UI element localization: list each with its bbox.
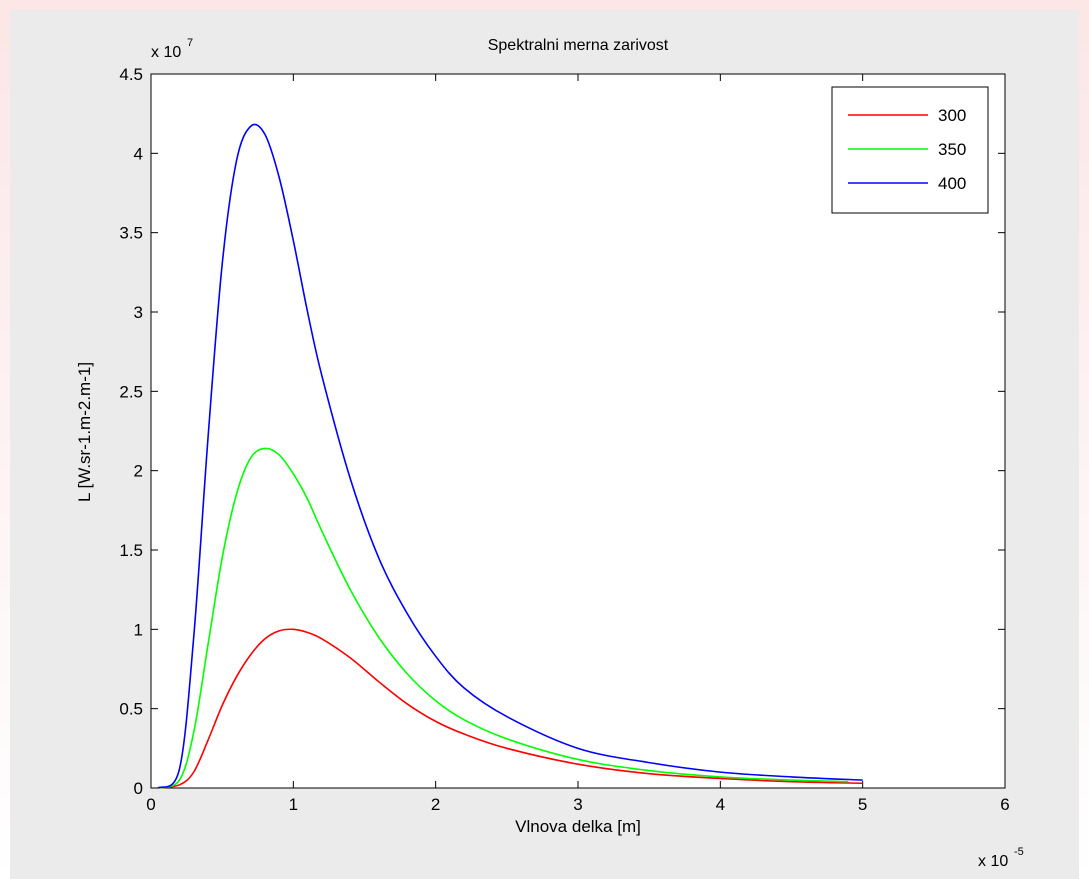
y-axis-multiplier-exponent: 7 (187, 37, 193, 49)
y-tick-label: 2.5 (119, 382, 143, 401)
y-tick-label: 0 (134, 779, 143, 798)
x-tick-label: 0 (146, 795, 155, 814)
legend-label: 350 (938, 140, 966, 159)
y-tick-label: 3.5 (119, 224, 143, 243)
y-tick-label: 4 (134, 144, 143, 163)
y-tick-label: 4.5 (119, 65, 143, 84)
x-tick-label: 1 (289, 795, 298, 814)
y-tick-label: 1.5 (119, 541, 143, 560)
y-axis-label: L [W.sr-1.m-2.m-1] (75, 362, 94, 502)
x-axis-label: Vlnova delka [m] (515, 817, 641, 836)
legend-label: 300 (938, 106, 966, 125)
series-line-300 (158, 628, 863, 789)
legend-label: 400 (938, 174, 966, 193)
legend-box (831, 86, 989, 214)
series-line-400 (157, 123, 863, 789)
y-tick-label: 0.5 (119, 700, 143, 719)
y-tick-label: 1 (134, 620, 143, 639)
series-line-350 (157, 447, 849, 789)
x-axis-multiplier: x 10 (978, 853, 1008, 870)
axis-ticks: 0 1 2 3 4 5 6 0 0.5 1 1.5 2 2.5 3 3.5 4 4.5 (119, 65, 1009, 814)
y-axis-multiplier: x 10 (151, 44, 181, 61)
series-layer (157, 123, 863, 789)
x-tick-label: 4 (716, 795, 725, 814)
y-tick-label: 3 (134, 303, 143, 322)
chart-title: Spektralni merna zarivost (488, 37, 669, 54)
x-tick-label: 3 (573, 795, 582, 814)
x-tick-label: 5 (858, 795, 867, 814)
legend: 300 350 400 (831, 86, 989, 214)
x-tick-label: 2 (431, 795, 440, 814)
y-tick-label: 2 (134, 462, 143, 481)
x-axis-multiplier-exponent: -5 (1014, 846, 1024, 858)
x-tick-label: 6 (1000, 795, 1009, 814)
